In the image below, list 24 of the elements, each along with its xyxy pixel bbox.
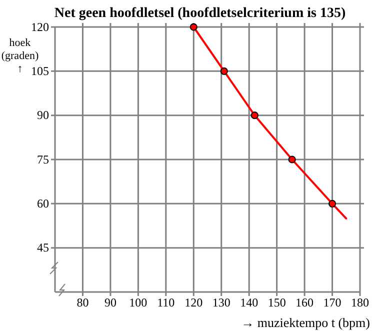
y-tick-label: 45 — [37, 240, 49, 255]
x-tick-label: 100 — [129, 296, 148, 310]
y-tick-label: 105 — [31, 64, 49, 78]
x-tick-label: 170 — [323, 296, 342, 310]
x-tick-label: 120 — [184, 296, 203, 310]
x-tick-label: 130 — [212, 296, 230, 310]
point — [190, 23, 198, 31]
x-tick-label: 180 — [351, 296, 369, 310]
y-tick-label: 90 — [37, 108, 49, 122]
x-tick-label: 90 — [104, 296, 116, 310]
point — [288, 156, 296, 164]
point — [220, 67, 228, 75]
x-tick-label: 150 — [268, 296, 286, 310]
point — [328, 200, 336, 208]
x-tick-label: 80 — [76, 296, 89, 310]
x-tick-label: 140 — [240, 296, 258, 310]
x-tick-label: 160 — [296, 296, 314, 310]
y-tick-label: 60 — [37, 196, 49, 211]
point — [250, 112, 258, 120]
chart-title: Net geen hoofdletsel (hoofdletselcriterium is 135) — [54, 6, 346, 21]
x-tick-label: 110 — [157, 296, 175, 310]
y-tick-label: 75 — [37, 152, 49, 166]
x-axis-title: → muziektempo t (bpm) — [241, 315, 370, 330]
y-tick-label: 120 — [31, 20, 49, 34]
